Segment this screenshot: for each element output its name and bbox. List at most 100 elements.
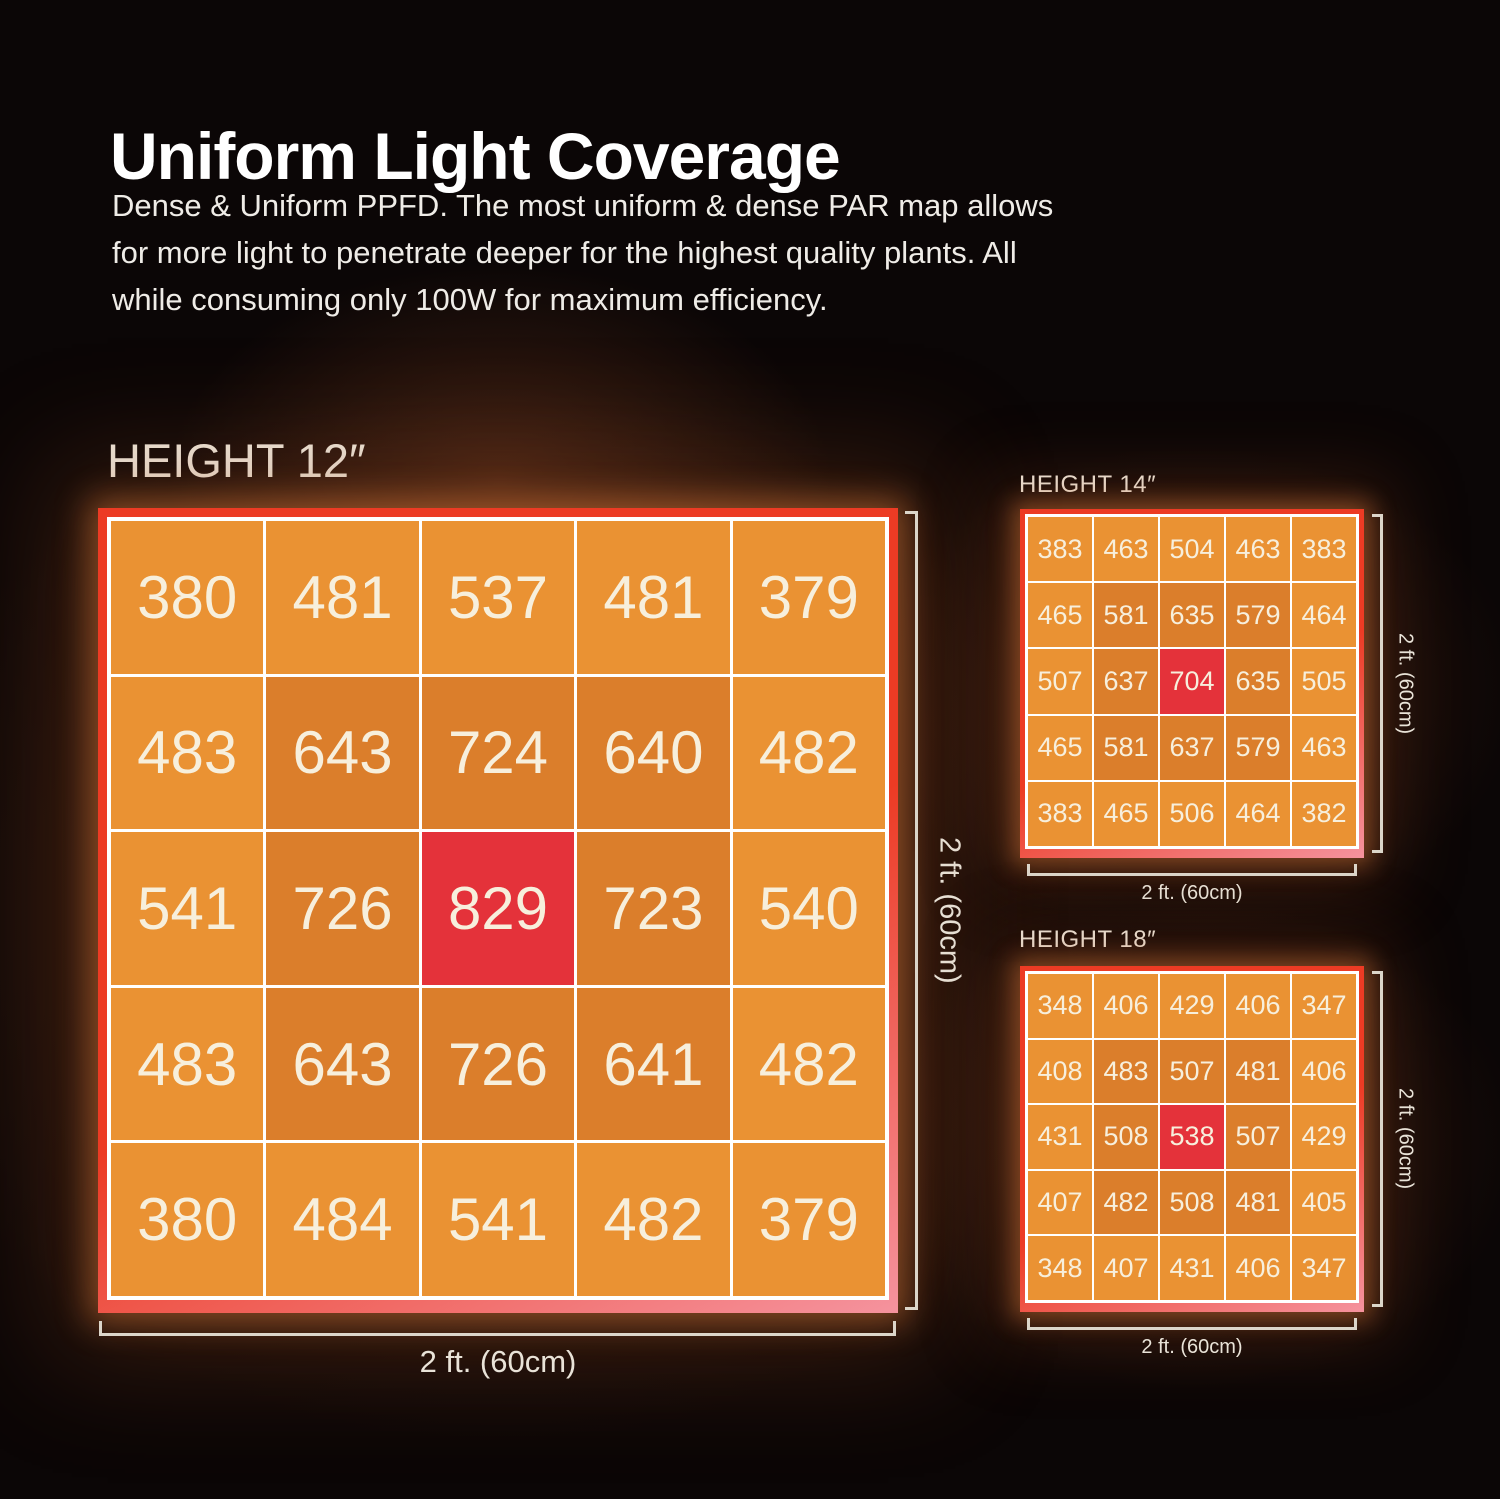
- ppfd-cell: 406: [1292, 1039, 1356, 1104]
- ppfd-cell: 347: [1292, 1236, 1356, 1300]
- intro-line: for more light to penetrate deeper for t…: [112, 235, 1017, 270]
- ppfd-cell: 463: [1292, 715, 1356, 780]
- ppfd-cells-18: 348 406 429 406 347 408 483 507 481 406 431 508 538 5…: [1028, 974, 1356, 1300]
- height-label-18: 2 ft. (60cm): [1394, 1088, 1417, 1190]
- ppfd-cell: 507: [1160, 1039, 1224, 1104]
- ppfd-cell: 383: [1292, 517, 1356, 582]
- width-label-12: 2 ft. (60cm): [419, 1344, 577, 1379]
- height-bracket-12: [905, 511, 918, 1310]
- ppfd-cell: 406: [1226, 1236, 1290, 1300]
- ppfd-cell: 581: [1094, 715, 1158, 780]
- grid-inner-border: 380 481 537 481 379 483 643 724 640 482 541 726 829 7…: [107, 517, 889, 1300]
- ppfd-cell: 380: [111, 1143, 264, 1296]
- width-bracket-18: [1027, 1318, 1357, 1330]
- ppfd-cell: 429: [1160, 974, 1224, 1038]
- width-label-18: 2 ft. (60cm): [1141, 1336, 1243, 1358]
- ppfd-cell: 723: [577, 832, 730, 985]
- ppfd-cell: 379: [732, 521, 885, 674]
- ppfd-cell: 431: [1028, 1105, 1092, 1169]
- ppfd-cell: 379: [732, 1143, 885, 1296]
- ppfd-cell: 484: [266, 1143, 419, 1296]
- ppfd-cell: 643: [266, 987, 419, 1141]
- ppfd-cell: 505: [1292, 649, 1356, 714]
- ppfd-cell: 506: [1160, 781, 1224, 846]
- grid-title-height-12: HEIGHT 12″: [107, 434, 366, 487]
- ppfd-cell: 482: [732, 676, 885, 830]
- ppfd-cell: 348: [1028, 1236, 1092, 1300]
- ppfd-cell: 380: [111, 521, 264, 674]
- ppfd-cell: 504: [1160, 517, 1224, 582]
- width-bracket-14: [1027, 864, 1357, 876]
- ppfd-cell: 481: [266, 521, 419, 674]
- ppfd-cell: 481: [1226, 1039, 1290, 1104]
- grid-title-height-18: HEIGHT 18″: [1019, 926, 1157, 953]
- ppfd-cell: 829: [421, 832, 575, 985]
- ppfd-cell: 481: [1226, 1170, 1290, 1235]
- ppfd-cell: 537: [421, 521, 575, 674]
- height-label-14: 2 ft. (60cm): [1394, 632, 1417, 735]
- width-label-14: 2 ft. (60cm): [1141, 882, 1243, 904]
- ppfd-cell: 465: [1028, 583, 1092, 648]
- ppfd-cell: 507: [1028, 649, 1092, 714]
- ppfd-cell: 635: [1160, 583, 1224, 648]
- ppfd-cell: 726: [421, 987, 575, 1141]
- ppfd-grid-18: 348 406 429 406 347 408 483 507 481 406 431 508 538 5…: [1020, 966, 1364, 1312]
- ppfd-cell: 481: [577, 521, 730, 674]
- height-bracket-18: [1372, 971, 1383, 1307]
- ppfd-cell: 726: [266, 832, 419, 985]
- grid-inner-border: 383 463 504 463 383 465 581 635 579 464 507 637 704 6…: [1025, 514, 1359, 849]
- ppfd-cell: 704: [1160, 649, 1224, 714]
- ppfd-cell: 383: [1028, 781, 1092, 846]
- ppfd-cell: 483: [111, 987, 264, 1141]
- intro-line: while consuming only 100W for maximum ef…: [112, 282, 828, 317]
- ppfd-cell: 579: [1226, 583, 1290, 648]
- ppfd-cell: 464: [1292, 583, 1356, 648]
- ppfd-cell: 465: [1028, 715, 1092, 780]
- ppfd-cell: 540: [732, 832, 885, 985]
- ppfd-cell: 640: [577, 676, 730, 830]
- ppfd-cell: 431: [1160, 1236, 1224, 1300]
- ppfd-grid-14: 383 463 504 463 383 465 581 635 579 464 507 637 704 6…: [1020, 509, 1364, 858]
- ppfd-cell: 538: [1160, 1105, 1224, 1169]
- ppfd-cell: 482: [577, 1143, 730, 1296]
- ppfd-cell: 508: [1160, 1170, 1224, 1235]
- ppfd-cell: 383: [1028, 517, 1092, 582]
- ppfd-cell: 465: [1094, 781, 1158, 846]
- ppfd-cell: 641: [577, 987, 730, 1141]
- ppfd-cells-14: 383 463 504 463 383 465 581 635 579 464 507 637 704 6…: [1028, 517, 1356, 846]
- ppfd-cell: 724: [421, 676, 575, 830]
- ppfd-cell: 406: [1094, 974, 1158, 1038]
- intro-paragraph: Dense & Uniform PPFD. The most uniform &…: [112, 182, 1053, 323]
- ppfd-cells-12: 380 481 537 481 379 483 643 724 640 482 541 726 829 7…: [111, 521, 885, 1296]
- ppfd-cell: 541: [421, 1143, 575, 1296]
- intro-line: Dense & Uniform PPFD. The most uniform &…: [112, 188, 1054, 223]
- ppfd-cell: 408: [1028, 1039, 1092, 1104]
- ppfd-cell: 463: [1226, 517, 1290, 582]
- ppfd-cell: 463: [1094, 517, 1158, 582]
- ppfd-cell: 635: [1226, 649, 1290, 714]
- height-bracket-14: [1372, 514, 1383, 853]
- ppfd-cell: 643: [266, 676, 419, 830]
- ppfd-cell: 382: [1292, 781, 1356, 846]
- ppfd-cell: 348: [1028, 974, 1092, 1038]
- grid-title-height-14: HEIGHT 14″: [1019, 471, 1157, 498]
- ppfd-cell: 405: [1292, 1170, 1356, 1235]
- ppfd-cell: 483: [111, 676, 264, 830]
- ppfd-cell: 581: [1094, 583, 1158, 648]
- ppfd-cell: 407: [1094, 1236, 1158, 1300]
- ppfd-grid-12: 380 481 537 481 379 483 643 724 640 482 541 726 829 7…: [98, 508, 898, 1313]
- ppfd-cell: 579: [1226, 715, 1290, 780]
- ppfd-cell: 429: [1292, 1105, 1356, 1169]
- ppfd-cell: 507: [1226, 1105, 1290, 1169]
- ppfd-cell: 482: [1094, 1170, 1158, 1235]
- ppfd-cell: 508: [1094, 1105, 1158, 1169]
- height-label-12: 2 ft. (60cm): [933, 837, 966, 984]
- ppfd-cell: 407: [1028, 1170, 1092, 1235]
- ppfd-cell: 483: [1094, 1039, 1158, 1104]
- ppfd-cell: 482: [732, 987, 885, 1141]
- ppfd-cell: 637: [1160, 715, 1224, 780]
- grid-inner-border: 348 406 429 406 347 408 483 507 481 406 431 508 538 5…: [1025, 971, 1359, 1303]
- width-bracket-12: [99, 1321, 896, 1336]
- ppfd-cell: 464: [1226, 781, 1290, 846]
- page-title: Uniform Light Coverage: [110, 119, 841, 194]
